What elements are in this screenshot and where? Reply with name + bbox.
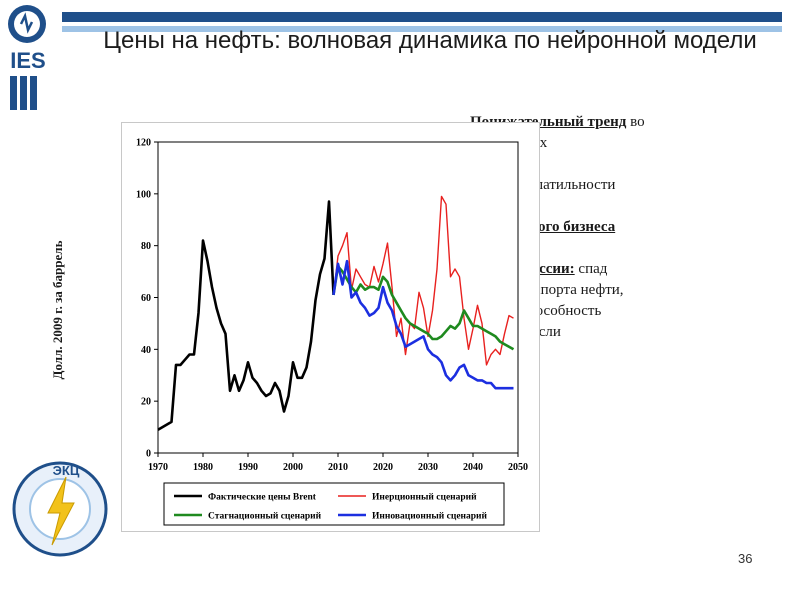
ies-logo-text: IES <box>10 48 45 73</box>
y-tick-label: 60 <box>141 293 151 304</box>
x-tick-label: 2020 <box>373 462 393 473</box>
plot-area-frame <box>157 141 519 454</box>
legend-box <box>163 482 505 526</box>
slide-title: Цены на нефть: волновая динамика по нейр… <box>103 27 757 54</box>
y-tick-label: 120 <box>136 138 151 149</box>
y-axis-label: Долл. 2009 г. за баррель <box>50 240 65 380</box>
x-tick-label: 2000 <box>283 462 303 473</box>
x-tick-label: 2030 <box>418 462 438 473</box>
bullet-1-rest: во <box>626 114 645 130</box>
series-line-1 <box>157 200 335 431</box>
x-tick-label: 1990 <box>238 462 258 473</box>
chart-card: 0 20 40 60 80 100 120 1970 1980 1990 2000 2010 2020 2… <box>121 122 540 532</box>
legend-label-2: Инерционный сценарий <box>372 492 477 503</box>
x-tick-label: 2040 <box>463 462 483 473</box>
legend-label-3: Стагнационный сценарий <box>208 511 322 522</box>
y-tick-label: 80 <box>141 241 151 252</box>
eks-logo-text: ЭКЦ <box>53 463 80 478</box>
x-tick-label: 1980 <box>193 462 213 473</box>
series-line-3 <box>332 265 515 351</box>
y-tick-label: 40 <box>141 345 151 356</box>
page-number: 36 <box>738 551 753 566</box>
series-line-2 <box>332 195 514 366</box>
bullet-4-rest: спад <box>574 261 608 277</box>
y-tick-label: 100 <box>136 189 151 200</box>
legend-label-1: Фактические цены Brent <box>208 493 317 503</box>
eks-logo: ЭКЦ <box>12 461 108 557</box>
y-tick-label: 0 <box>146 449 151 460</box>
series-line-4 <box>332 259 514 390</box>
y-tick-label: 20 <box>141 397 151 408</box>
ies-logo: IES <box>8 5 46 110</box>
x-tick-label: 2010 <box>328 462 348 473</box>
header-bar-light <box>62 26 782 32</box>
legend-label-4: Инновационный сценарий <box>372 511 488 522</box>
x-tick-label: 2050 <box>508 462 528 473</box>
x-tick-label: 1970 <box>148 462 168 473</box>
header-bar-dark <box>62 12 782 22</box>
